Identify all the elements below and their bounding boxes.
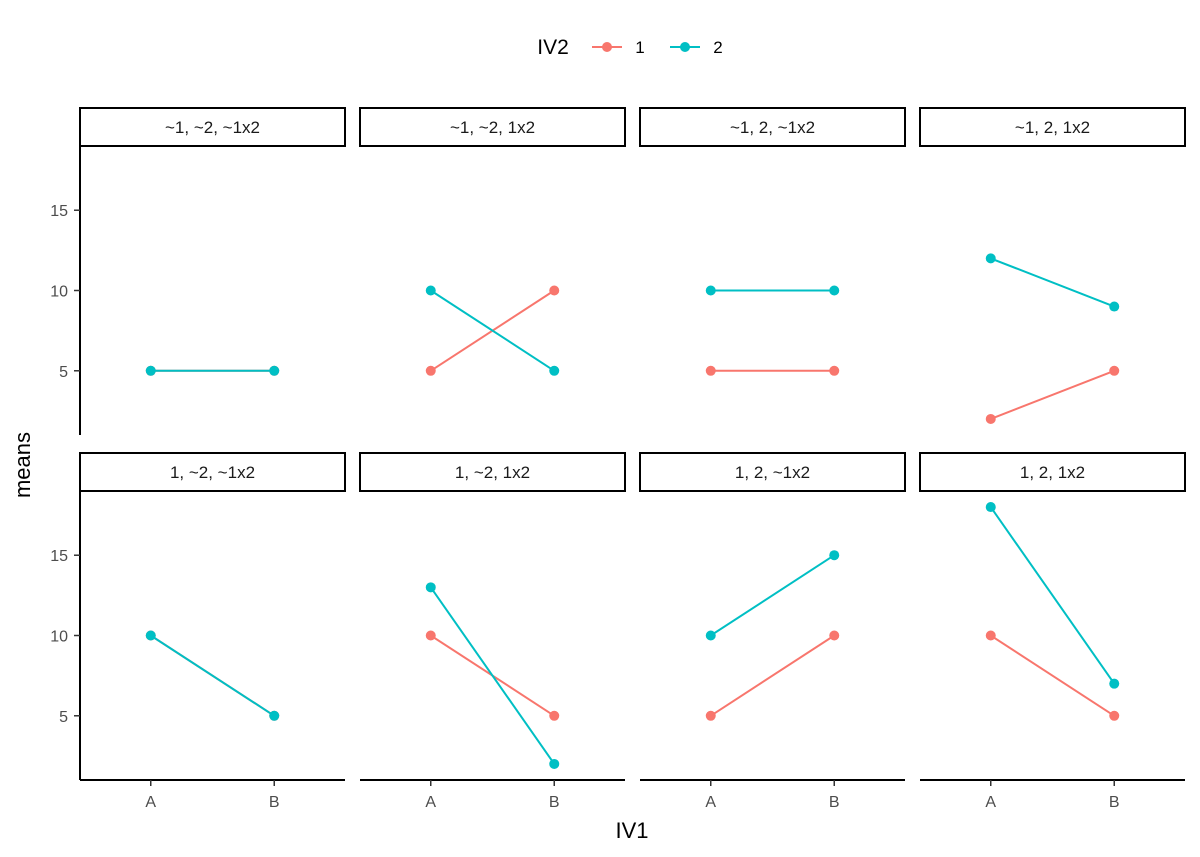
y-axis-title: means	[10, 432, 35, 498]
axes: A B A B A B A B 5 10 15 5 10 15	[50, 146, 1185, 811]
y-tick-label: 10	[50, 284, 68, 301]
facet-strip	[919, 107, 1186, 147]
facet-strip-label: 1, 2, ~1x2	[735, 463, 810, 482]
data-point-series-1	[985, 413, 996, 424]
legend-title: IV2	[537, 36, 569, 59]
x-tick-label: B	[1109, 794, 1120, 811]
data-point-series-2	[269, 365, 280, 376]
data-point-series-1	[1109, 365, 1120, 376]
facet-panel: ~1, ~2, ~1x2	[79, 107, 346, 376]
facet-panel: ~1, 2, ~1x2	[639, 107, 906, 376]
facet-panel: ~1, 2, 1x2	[919, 107, 1186, 424]
x-axis-title: IV1	[615, 818, 648, 843]
facet-strip	[359, 452, 626, 492]
facet-strip-label: 1, 2, 1x2	[1020, 463, 1085, 482]
data-point-series-2	[985, 253, 996, 264]
legend-key-point	[680, 42, 690, 52]
data-point-series-1	[829, 630, 840, 641]
data-point-series-1	[705, 710, 716, 721]
facet-panel: ~1, ~2, 1x2	[359, 107, 626, 376]
facet-strip-label: ~1, ~2, ~1x2	[165, 118, 260, 137]
facet-strip	[79, 107, 346, 147]
facet-panel: 1, 2, ~1x2	[639, 452, 906, 721]
series-line-2	[429, 586, 556, 765]
series-line-2	[989, 506, 1116, 685]
legend: IV2 1 2	[537, 36, 723, 59]
facet-strip	[79, 452, 346, 492]
series-line-2	[990, 257, 1115, 308]
facet-strip-label: 1, ~2, ~1x2	[170, 463, 255, 482]
data-point-series-2	[145, 365, 156, 376]
data-point-series-1	[985, 630, 996, 641]
facet-panel: 1, ~2, ~1x2	[79, 452, 346, 721]
data-point-series-1	[829, 365, 840, 376]
data-point-series-1	[1109, 710, 1120, 721]
x-tick-label: A	[705, 794, 716, 811]
facet-strip-label: ~1, 2, ~1x2	[730, 118, 815, 137]
facet-strip	[919, 452, 1186, 492]
facet-panel: 1, 2, 1x2	[919, 452, 1186, 721]
data-point-series-2	[1109, 678, 1120, 689]
series-line-2	[430, 289, 555, 372]
data-point-series-2	[829, 285, 840, 296]
facet-strip	[359, 107, 626, 147]
data-point-series-2	[425, 285, 436, 296]
x-tick-label: B	[829, 794, 840, 811]
facet-strip-label: ~1, 2, 1x2	[1015, 118, 1090, 137]
y-tick-label: 15	[50, 548, 68, 565]
data-point-series-2	[425, 582, 436, 593]
y-tick-label: 15	[50, 203, 68, 220]
facet-strip	[639, 452, 906, 492]
legend-entry-label: 2	[713, 38, 722, 57]
series-line-1	[710, 634, 835, 717]
series-line-2	[710, 554, 835, 637]
facet-strip	[639, 107, 906, 147]
data-point-series-2	[269, 710, 280, 721]
y-tick-label: 5	[59, 709, 68, 726]
facet-strip-label: ~1, ~2, 1x2	[450, 118, 535, 137]
data-point-series-1	[425, 630, 436, 641]
x-tick-label: A	[425, 794, 436, 811]
data-point-series-1	[705, 365, 716, 376]
series-line-2	[150, 634, 275, 717]
data-point-series-2	[985, 502, 996, 513]
data-point-series-2	[705, 630, 716, 641]
facet-strip-label: 1, ~2, 1x2	[455, 463, 530, 482]
data-point-series-2	[549, 758, 560, 769]
data-point-series-2	[1109, 301, 1120, 312]
series-line-1	[990, 369, 1115, 420]
facet-panel: 1, ~2, 1x2	[359, 452, 626, 769]
x-tick-label: B	[269, 794, 280, 811]
data-point-series-1	[549, 710, 560, 721]
data-point-series-1	[425, 365, 436, 376]
legend-entry-label: 1	[635, 38, 644, 57]
legend-key-point	[602, 42, 612, 52]
x-tick-label: A	[985, 794, 996, 811]
data-point-series-2	[145, 630, 156, 641]
data-point-series-1	[549, 285, 560, 296]
series-line-1	[990, 634, 1115, 717]
y-tick-label: 10	[50, 629, 68, 646]
y-tick-label: 5	[59, 364, 68, 381]
data-point-series-2	[549, 365, 560, 376]
data-point-series-2	[829, 550, 840, 561]
data-point-series-2	[705, 285, 716, 296]
x-tick-label: B	[549, 794, 560, 811]
facet-panels: ~1, ~2, ~1x2 ~1, ~2, 1x2 ~1, 2, ~1x2 ~1, 2,…	[79, 107, 1186, 769]
x-tick-label: A	[145, 794, 156, 811]
